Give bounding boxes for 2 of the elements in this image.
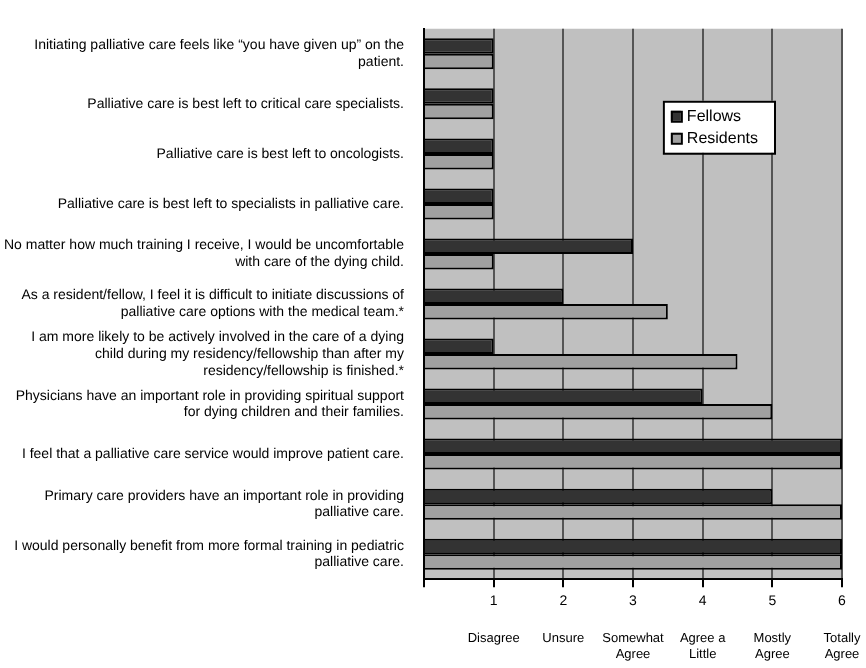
legend-label: Fellows [686,107,742,126]
legend-label: Residents [686,129,759,148]
